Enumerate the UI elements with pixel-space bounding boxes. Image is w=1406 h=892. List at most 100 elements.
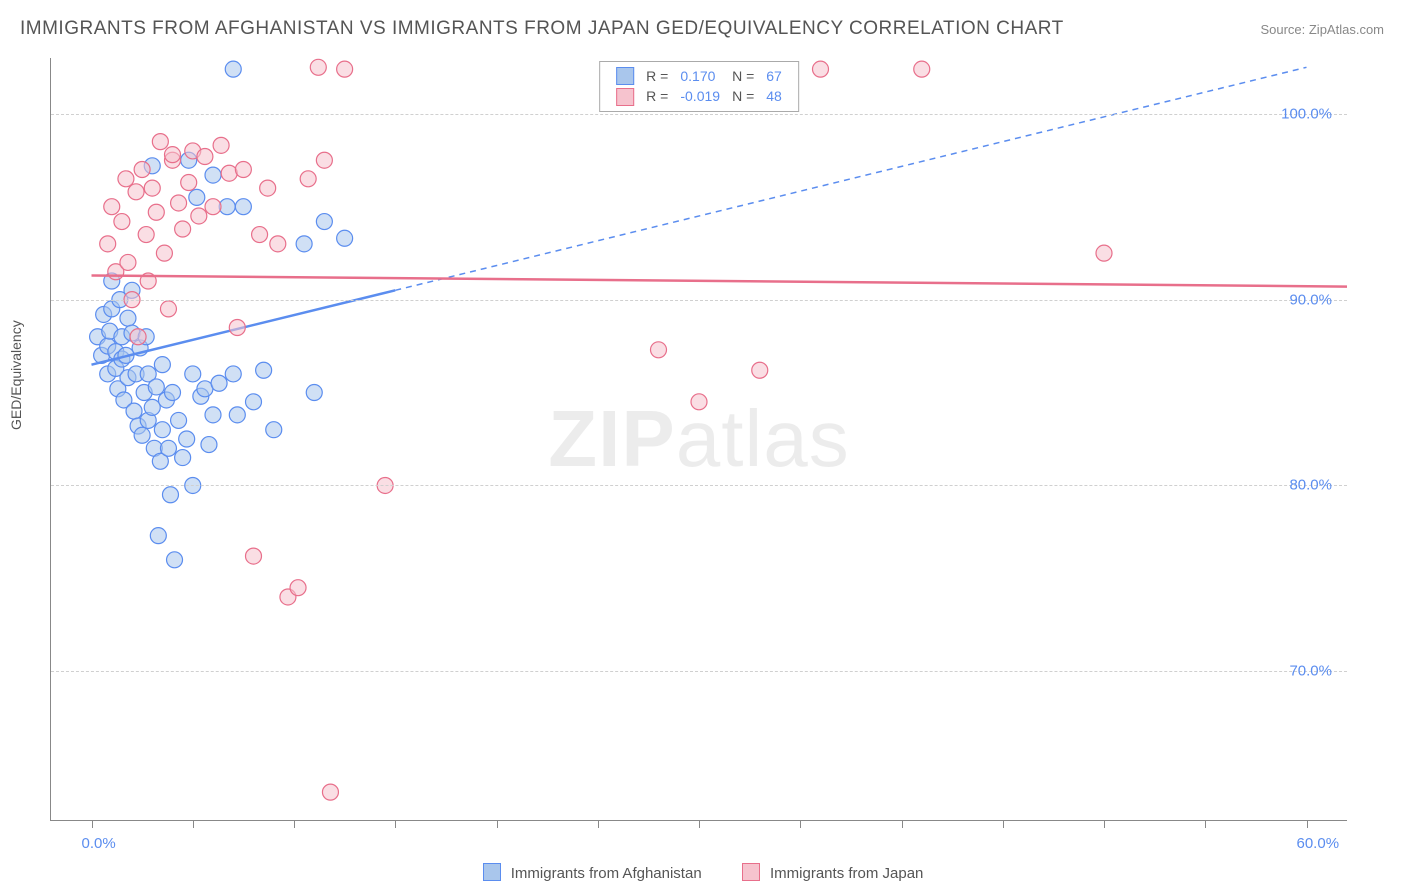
data-point bbox=[813, 61, 829, 77]
data-point bbox=[152, 134, 168, 150]
data-point bbox=[235, 199, 251, 215]
data-point bbox=[197, 149, 213, 165]
data-point bbox=[189, 189, 205, 205]
data-point bbox=[120, 310, 136, 326]
y-tick-label: 100.0% bbox=[1281, 105, 1332, 122]
data-point bbox=[165, 385, 181, 401]
data-point bbox=[300, 171, 316, 187]
data-point bbox=[134, 162, 150, 178]
x-tick bbox=[699, 820, 700, 828]
data-point bbox=[205, 167, 221, 183]
data-point bbox=[914, 61, 930, 77]
y-axis-label: GED/Equivalency bbox=[8, 320, 24, 430]
data-point bbox=[310, 59, 326, 75]
scatter-svg bbox=[51, 58, 1347, 820]
data-point bbox=[691, 394, 707, 410]
x-tick bbox=[1307, 820, 1308, 828]
x-tick bbox=[497, 820, 498, 828]
data-point bbox=[221, 165, 237, 181]
data-point bbox=[296, 236, 312, 252]
data-point bbox=[270, 236, 286, 252]
data-point bbox=[160, 440, 176, 456]
data-point bbox=[229, 407, 245, 423]
data-point bbox=[104, 199, 120, 215]
data-point bbox=[175, 450, 191, 466]
data-point bbox=[171, 412, 187, 428]
data-point bbox=[246, 394, 262, 410]
data-point bbox=[148, 204, 164, 220]
data-point bbox=[246, 548, 262, 564]
data-point bbox=[316, 152, 332, 168]
data-point bbox=[191, 208, 207, 224]
data-point bbox=[167, 552, 183, 568]
data-point bbox=[235, 162, 251, 178]
legend-item-afghanistan: Immigrants from Afghanistan bbox=[483, 863, 702, 882]
gridline bbox=[51, 485, 1347, 486]
data-point bbox=[144, 180, 160, 196]
data-point bbox=[290, 580, 306, 596]
data-point bbox=[322, 784, 338, 800]
y-tick-label: 70.0% bbox=[1289, 663, 1332, 680]
data-point bbox=[179, 431, 195, 447]
data-point bbox=[225, 61, 241, 77]
trend-line-dashed bbox=[395, 67, 1306, 290]
x-tick bbox=[1104, 820, 1105, 828]
data-point bbox=[126, 403, 142, 419]
data-point bbox=[118, 171, 134, 187]
x-tick bbox=[294, 820, 295, 828]
data-point bbox=[185, 366, 201, 382]
data-point bbox=[150, 528, 166, 544]
data-point bbox=[100, 236, 116, 252]
gridline bbox=[51, 114, 1347, 115]
legend-label-1: Immigrants from Japan bbox=[770, 865, 923, 882]
data-point bbox=[337, 230, 353, 246]
data-point bbox=[181, 175, 197, 191]
gridline bbox=[51, 671, 1347, 672]
x-tick bbox=[193, 820, 194, 828]
data-point bbox=[266, 422, 282, 438]
x-tick-label: 60.0% bbox=[1297, 835, 1340, 852]
data-point bbox=[205, 199, 221, 215]
data-point bbox=[651, 342, 667, 358]
data-point bbox=[148, 379, 164, 395]
data-point bbox=[229, 319, 245, 335]
x-tick bbox=[1205, 820, 1206, 828]
bottom-legend: Immigrants from Afghanistan Immigrants f… bbox=[0, 863, 1406, 882]
x-tick bbox=[902, 820, 903, 828]
data-point bbox=[252, 227, 268, 243]
x-tick bbox=[800, 820, 801, 828]
data-point bbox=[160, 301, 176, 317]
data-point bbox=[130, 329, 146, 345]
x-tick bbox=[598, 820, 599, 828]
data-point bbox=[154, 422, 170, 438]
plot-area: ZIPatlas R =0.170N =67R =-0.019N =48 70.… bbox=[50, 58, 1347, 821]
data-point bbox=[144, 399, 160, 415]
data-point bbox=[256, 362, 272, 378]
data-point bbox=[138, 227, 154, 243]
data-point bbox=[165, 147, 181, 163]
chart-title: IMMIGRANTS FROM AFGHANISTAN VS IMMIGRANT… bbox=[20, 18, 1064, 40]
y-tick-label: 80.0% bbox=[1289, 477, 1332, 494]
data-point bbox=[752, 362, 768, 378]
data-point bbox=[134, 427, 150, 443]
x-tick bbox=[92, 820, 93, 828]
data-point bbox=[205, 407, 221, 423]
data-point bbox=[120, 254, 136, 270]
x-tick bbox=[395, 820, 396, 828]
source-label: Source: ZipAtlas.com bbox=[1260, 22, 1384, 37]
x-tick bbox=[1003, 820, 1004, 828]
data-point bbox=[201, 437, 217, 453]
trend-line bbox=[92, 275, 1348, 286]
data-point bbox=[114, 214, 130, 230]
legend-item-japan: Immigrants from Japan bbox=[742, 863, 924, 882]
data-point bbox=[162, 487, 178, 503]
data-point bbox=[171, 195, 187, 211]
data-point bbox=[154, 357, 170, 373]
data-point bbox=[306, 385, 322, 401]
data-point bbox=[175, 221, 191, 237]
y-tick-label: 90.0% bbox=[1289, 291, 1332, 308]
data-point bbox=[156, 245, 172, 261]
data-point bbox=[337, 61, 353, 77]
x-tick-label: 0.0% bbox=[82, 835, 116, 852]
legend-swatch-pink bbox=[742, 863, 760, 881]
